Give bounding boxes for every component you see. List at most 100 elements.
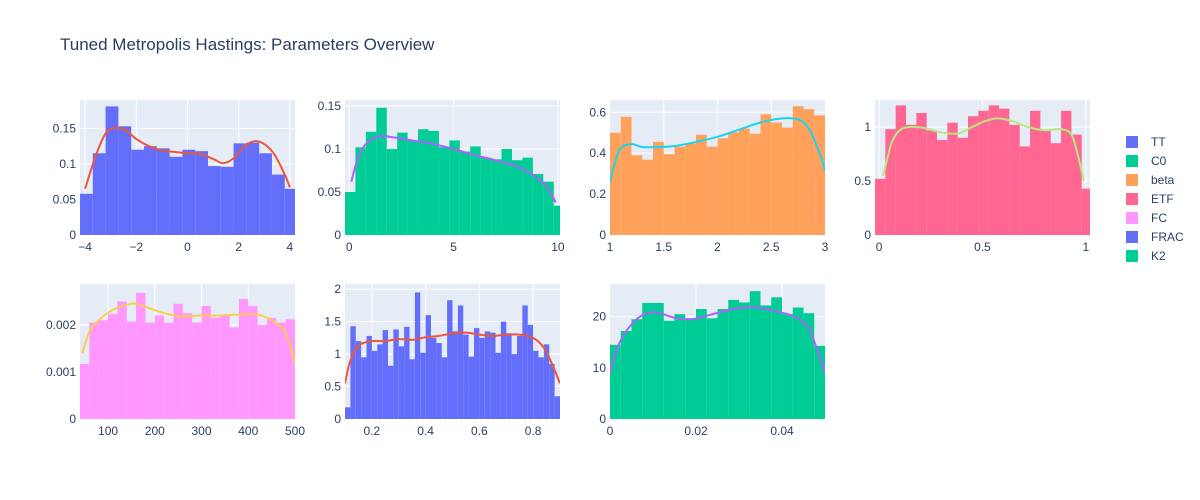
histogram-bar[interactable] — [80, 363, 90, 419]
histogram-bar[interactable] — [436, 343, 442, 419]
histogram-bar[interactable] — [885, 129, 896, 235]
histogram-bar[interactable] — [441, 357, 448, 419]
histogram-bar[interactable] — [156, 148, 170, 235]
histogram-bar[interactable] — [182, 149, 196, 235]
histogram-bar[interactable] — [229, 327, 239, 419]
histogram-bar[interactable] — [201, 306, 211, 419]
legend-item-fc[interactable]: FC — [1126, 211, 1167, 225]
histogram-bar[interactable] — [653, 141, 664, 235]
histogram-bar[interactable] — [947, 122, 958, 235]
histogram-bar[interactable] — [480, 157, 492, 235]
histogram-bar[interactable] — [266, 317, 277, 419]
histogram-bar[interactable] — [1019, 146, 1031, 235]
histogram-bar[interactable] — [543, 344, 550, 419]
histogram-bar[interactable] — [620, 331, 632, 419]
histogram-bar[interactable] — [506, 333, 512, 419]
histogram-bar[interactable] — [543, 181, 554, 235]
histogram-bar[interactable] — [792, 307, 804, 419]
histogram-bar[interactable] — [257, 324, 267, 419]
histogram-bar[interactable] — [553, 205, 564, 235]
histogram-bar[interactable] — [397, 132, 408, 235]
histogram-bar[interactable] — [345, 192, 356, 235]
histogram-bar[interactable] — [195, 151, 208, 235]
histogram-bar[interactable] — [760, 305, 772, 419]
histogram-bar[interactable] — [491, 159, 502, 235]
histogram-bar[interactable] — [377, 344, 383, 419]
histogram-bar[interactable] — [459, 151, 471, 235]
histogram-bar[interactable] — [532, 173, 544, 235]
histogram-bar[interactable] — [366, 335, 372, 419]
histogram-bar[interactable] — [105, 106, 119, 235]
legend[interactable]: TT C0 beta ETF FC FRAC K2 — [1126, 135, 1184, 263]
histogram-bar[interactable] — [414, 292, 421, 419]
histogram-bar[interactable] — [371, 350, 378, 419]
histogram-bar[interactable] — [631, 155, 643, 235]
histogram-bar[interactable] — [517, 335, 523, 419]
histogram-bar[interactable] — [685, 143, 696, 235]
legend-item-tt[interactable]: TT — [1126, 135, 1166, 149]
histogram-bar[interactable] — [706, 318, 718, 419]
histogram-bar[interactable] — [365, 131, 377, 235]
histogram-bar[interactable] — [814, 115, 825, 235]
histogram-bar[interactable] — [145, 322, 155, 419]
histogram-bar[interactable] — [490, 332, 496, 419]
histogram-bar[interactable] — [771, 122, 782, 236]
histogram-bar[interactable] — [452, 331, 458, 419]
histogram-bar[interactable] — [610, 132, 621, 235]
histogram-bar[interactable] — [663, 320, 675, 419]
histogram-bar[interactable] — [276, 322, 286, 419]
density-curve[interactable] — [882, 117, 1085, 182]
histogram-bar[interactable] — [428, 130, 439, 235]
histogram-bar[interactable] — [154, 315, 165, 419]
histogram-bar[interactable] — [425, 315, 431, 419]
histogram-bar[interactable] — [388, 365, 394, 419]
histogram-bar[interactable] — [642, 302, 653, 419]
histogram-bar[interactable] — [749, 133, 761, 235]
histogram-bar[interactable] — [246, 142, 260, 235]
histogram-bar[interactable] — [610, 344, 621, 419]
histogram-bar[interactable] — [271, 174, 285, 235]
histogram-bar[interactable] — [1050, 143, 1062, 235]
histogram-bar[interactable] — [474, 328, 480, 419]
histogram-bar[interactable] — [674, 314, 686, 419]
histogram-bar[interactable] — [978, 110, 989, 235]
histogram-bar[interactable] — [398, 346, 405, 419]
histogram-bar[interactable] — [164, 322, 174, 419]
histogram-bar[interactable] — [696, 309, 707, 419]
histogram-bar[interactable] — [663, 154, 675, 235]
histogram-bar[interactable] — [1030, 110, 1041, 235]
histogram-bar[interactable] — [527, 324, 534, 419]
histogram-bar[interactable] — [479, 337, 485, 419]
histogram-bar[interactable] — [182, 313, 193, 419]
histogram-bar[interactable] — [355, 147, 366, 235]
histogram-bar[interactable] — [285, 319, 295, 419]
histogram-bar[interactable] — [447, 300, 453, 419]
histogram-bar[interactable] — [511, 160, 523, 235]
histogram-bar[interactable] — [906, 124, 917, 235]
legend-item-etf[interactable]: ETF — [1126, 192, 1174, 206]
histogram-bar[interactable] — [895, 105, 907, 235]
histogram-bar[interactable] — [957, 137, 969, 235]
histogram-bar[interactable] — [554, 396, 560, 419]
histogram-bar[interactable] — [501, 149, 512, 235]
histogram-bar[interactable] — [355, 341, 362, 419]
histogram-bar[interactable] — [136, 292, 146, 419]
histogram-bar[interactable] — [968, 116, 979, 235]
histogram-bar[interactable] — [248, 306, 258, 419]
histogram-bar[interactable] — [739, 302, 750, 419]
histogram-bar[interactable] — [131, 149, 144, 235]
histogram-bar[interactable] — [407, 140, 419, 235]
legend-item-frac[interactable]: FRAC — [1126, 230, 1184, 244]
histogram-bar[interactable] — [220, 315, 230, 419]
histogram-bar[interactable] — [926, 130, 938, 235]
histogram-bar[interactable] — [233, 143, 247, 235]
histogram-bar[interactable] — [192, 322, 202, 419]
histogram-bar[interactable] — [653, 302, 664, 419]
histogram-bar[interactable] — [814, 345, 825, 419]
density-curve[interactable] — [84, 126, 291, 190]
histogram-bar[interactable] — [728, 299, 739, 419]
histogram-bar[interactable] — [706, 146, 718, 235]
legend-item-k2[interactable]: K2 — [1126, 249, 1166, 263]
histogram-bar[interactable] — [620, 116, 632, 235]
histogram-bar[interactable] — [207, 166, 221, 235]
